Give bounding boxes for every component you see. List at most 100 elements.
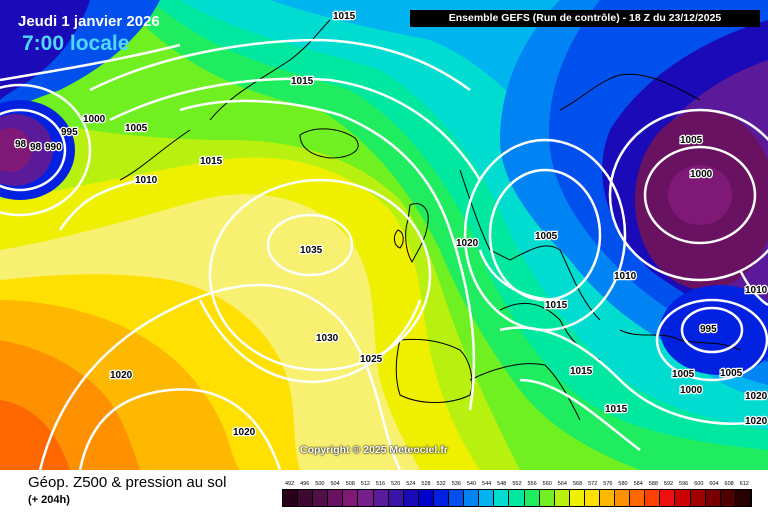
scale-swatch [569,490,585,506]
scale-swatch [283,490,299,506]
scale-label: 536 [451,481,461,487]
scale-label: 508 [345,481,355,487]
scale-label: 600 [694,481,704,487]
isobar-label: 990 [45,142,62,153]
scale-swatch [645,490,661,506]
scale-label: 556 [527,481,537,487]
map-title: Géop. Z500 & pression au sol [28,474,227,491]
isobar-label: 1020 [745,391,768,402]
scale-label: 552 [512,481,522,487]
scale-swatch [675,490,691,506]
scale-label: 608 [724,481,734,487]
scale-label: 496 [300,481,310,487]
scale-label: 512 [360,481,370,487]
scale-swatch [554,490,570,506]
forecast-time: 7:00 locale [22,32,130,55]
scale-label: 524 [406,481,416,487]
isobar-label: 1035 [300,245,323,256]
scale-label: 564 [557,481,567,487]
scale-label: 580 [618,481,628,487]
scale-swatch [690,490,706,506]
map-canvas: 1015 1015 1000 995 990 98 98 1005 1015 1… [0,0,768,470]
scale-swatch [403,490,419,506]
scale-label: 604 [709,481,719,487]
isobar-label: 1015 [545,300,568,311]
isobar-label: 1005 [672,369,695,380]
model-run-banner: Ensemble GEFS (Run de contrôle) - 18 Z d… [410,10,760,27]
scale-swatch [599,490,616,506]
scale-label: 540 [466,481,477,487]
color-scale-labels: 492 496 500 504 508 512 516 520 524 528 532 536 540 5… [282,479,752,489]
color-scale: 492 496 500 504 508 512 516 520 524 528 532 536 540 5… [282,479,752,507]
weather-map: 1015 1015 1000 995 990 98 98 1005 1015 1… [0,0,768,470]
scale-label: 576 [603,481,613,487]
isobar-label: 1005 [720,368,743,379]
color-scale-bar [282,489,752,507]
scale-swatch [615,490,631,506]
isobar-label: 1015 [291,76,314,87]
isobar-label: 1005 [535,231,558,242]
scale-swatch [735,490,751,506]
isobar-label: 1030 [316,333,339,344]
isobar-label: 98 [15,139,27,150]
scale-swatch [464,490,480,506]
isobar-label: 1020 [233,427,256,438]
scale-swatch [494,490,510,506]
isobar-label: 98 [30,142,42,153]
scale-label: 504 [330,481,340,487]
scale-swatch [358,490,374,506]
scale-label: 516 [375,481,386,487]
isobar-label: 1000 [83,114,106,125]
scale-swatch [479,490,495,506]
isobar-label: 1020 [110,370,133,381]
isobar-label: 1010 [614,271,637,282]
isobar-label: 1020 [745,416,768,427]
scale-label: 544 [482,481,492,487]
scale-label: 584 [633,481,643,487]
forecast-lead-time: (+ 204h) [28,494,70,506]
isobar-label: 1015 [605,404,628,415]
isobar-label: 1000 [690,169,713,180]
scale-swatch [328,490,344,506]
scale-label: 532 [436,481,446,487]
isobar-label: 1020 [456,238,479,249]
scale-label: 560 [542,481,552,487]
legend-footer: Géop. Z500 & pression au sol (+ 204h) 49… [0,470,768,512]
scale-label: 568 [572,481,583,487]
isobar-label: 1015 [200,156,223,167]
isobar-label: 1000 [680,385,703,396]
scale-label: 592 [663,481,674,487]
isobar-label: 1015 [333,11,356,22]
scale-swatch [539,490,555,506]
scale-swatch [524,490,540,506]
scale-swatch [720,490,736,506]
scale-swatch [313,490,329,506]
scale-label: 548 [497,481,507,487]
isobar-label: 1005 [680,135,703,146]
scale-swatch [509,490,525,506]
forecast-date: Jeudi 1 janvier 2026 [18,13,160,30]
scale-swatch [298,490,314,506]
scale-swatch [630,490,646,506]
scale-swatch [660,490,676,506]
scale-swatch [418,490,434,506]
scale-label: 572 [588,481,598,487]
scale-swatch [433,490,450,506]
scale-swatch [584,490,600,506]
scale-swatch [373,490,389,506]
isobar-label: 1010 [745,285,768,296]
scale-swatch [388,490,404,506]
scale-swatch [705,490,721,506]
scale-label: 588 [648,481,658,487]
scale-label: 612 [739,481,749,487]
scale-label: 596 [679,481,689,487]
isobar-label: 995 [61,127,78,138]
scale-label: 492 [284,481,295,487]
isobar-label: 1015 [570,366,593,377]
scale-label: 528 [421,481,431,487]
scale-swatch [449,490,465,506]
scale-label: 500 [315,481,325,487]
isobar-label: 1010 [135,175,158,186]
isobar-label: 1005 [125,123,148,134]
scale-label: 520 [391,481,401,487]
